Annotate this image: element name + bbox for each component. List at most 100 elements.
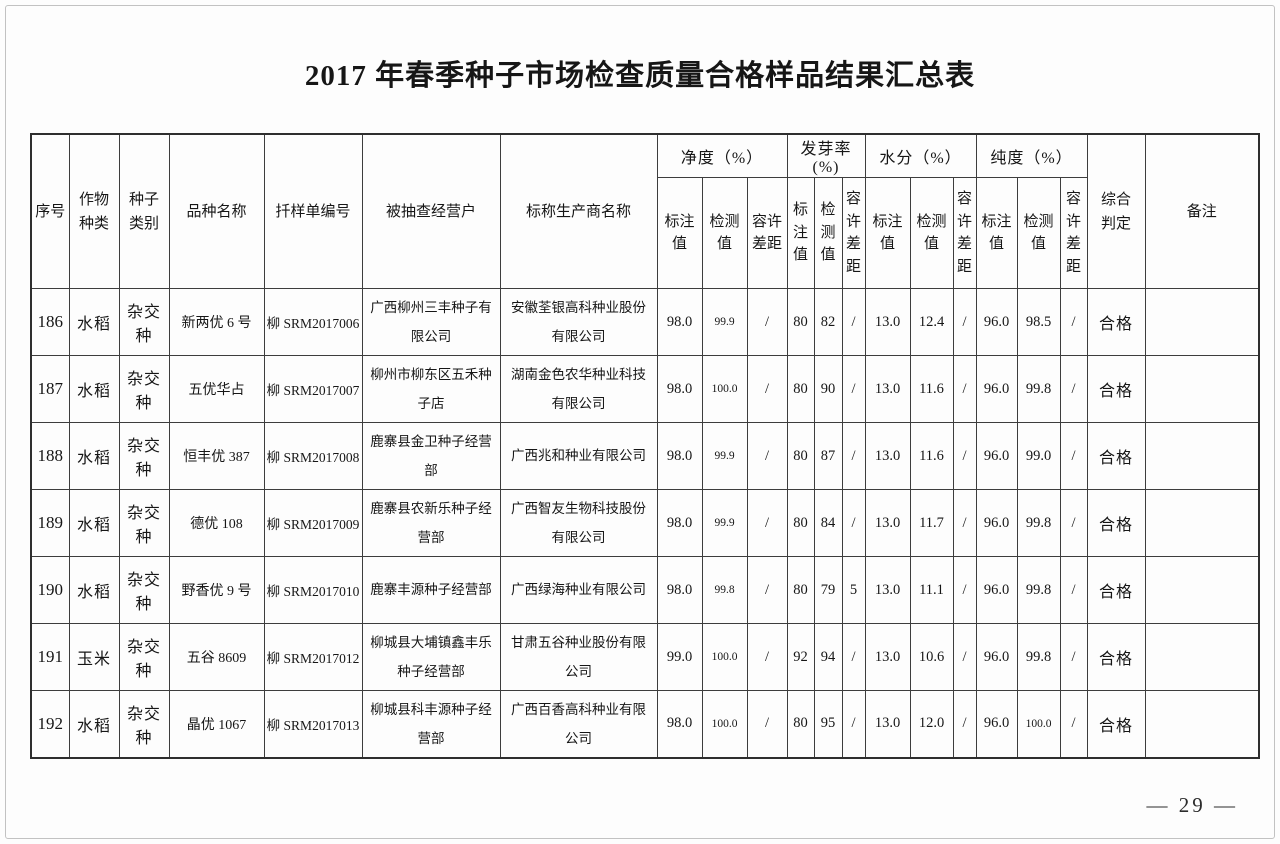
cell-value: / — [841, 422, 866, 490]
cell-value: / — [952, 556, 977, 624]
cell-value: 99.8 — [1016, 623, 1061, 691]
cell-dealer: 鹿寨县金卫种子经营部 — [361, 422, 501, 490]
cell-serial-number: 188 — [30, 422, 70, 490]
cell-value: 90 — [813, 355, 843, 423]
cell-value: / — [952, 690, 977, 758]
col-header-remark: 备注 — [1144, 133, 1260, 289]
cell-dealer: 柳城县大埔镇鑫丰乐种子经营部 — [361, 623, 501, 691]
cell-serial-number: 189 — [30, 489, 70, 557]
cell-verdict: 合格 — [1086, 623, 1146, 691]
cell-value: / — [1059, 690, 1088, 758]
cell-value: 96.0 — [975, 422, 1018, 490]
cell-value: 10.6 — [909, 623, 954, 691]
cell-crop-type: 玉米 — [68, 623, 120, 691]
cell-value: 80 — [786, 690, 815, 758]
cell-value: / — [841, 288, 866, 356]
sub-header-measured-value: 检 测 值 — [813, 177, 843, 289]
cell-seed-category: 杂交种 — [118, 690, 170, 758]
page-title: 2017 年春季种子市场检查质量合格样品结果汇总表 — [304, 60, 976, 92]
cell-value: 12.0 — [909, 690, 954, 758]
sub-header-measured-value: 检测 值 — [909, 177, 954, 289]
cell-crop-type: 水稻 — [68, 422, 120, 490]
cell-value: 96.0 — [975, 623, 1018, 691]
summary-table: 序号 作物 种类 种子 类别 品种名称 扦样单编号 被抽查经营户 标称生产商名称… — [30, 133, 1260, 759]
cell-value: 80 — [786, 489, 815, 557]
cell-producer: 广西绿海种业有限公司 — [499, 556, 658, 624]
cell-value: 13.0 — [864, 623, 911, 691]
col-header-producer: 标称生产商名称 — [499, 133, 658, 289]
cell-value: 11.6 — [909, 422, 954, 490]
cell-seed-category: 杂交种 — [118, 355, 170, 423]
cell-dealer: 广西柳州三丰种子有限公司 — [361, 288, 501, 356]
col-header-sample-number: 扦样单编号 — [263, 133, 363, 289]
col-header-verdict: 综合 判定 — [1086, 133, 1146, 289]
col-header-seed-category: 种子 类别 — [118, 133, 170, 289]
cell-value: 96.0 — [975, 556, 1018, 624]
cell-value: 13.0 — [864, 556, 911, 624]
cell-value: 99.8 — [1016, 355, 1061, 423]
cell-value: 96.0 — [975, 489, 1018, 557]
cell-seed-category: 杂交种 — [118, 288, 170, 356]
sub-header-tolerance: 容 许 差 距 — [952, 177, 977, 289]
cell-value: 99.0 — [1016, 422, 1061, 490]
cell-value: 96.0 — [975, 355, 1018, 423]
cell-serial-number: 190 — [30, 556, 70, 624]
cell-value: 11.6 — [909, 355, 954, 423]
cell-sample-number: 柳 SRM2017010 — [263, 556, 363, 624]
cell-value: / — [1059, 489, 1088, 557]
cell-serial-number: 186 — [30, 288, 70, 356]
cell-sample-number: 柳 SRM2017012 — [263, 623, 363, 691]
cell-value: / — [1059, 623, 1088, 691]
group-header-varietal-purity: 纯度（%） — [975, 133, 1088, 178]
cell-value: 80 — [786, 556, 815, 624]
sub-header-tolerance: 容 许 差 距 — [1059, 177, 1088, 289]
cell-dealer: 鹿寨丰源种子经营部 — [361, 556, 501, 624]
cell-value: 98.0 — [656, 690, 703, 758]
cell-value: / — [1059, 556, 1088, 624]
cell-value: 82 — [813, 288, 843, 356]
cell-value: 11.7 — [909, 489, 954, 557]
cell-variety-name: 德优 108 — [168, 489, 265, 557]
cell-value: 100.0 — [1016, 690, 1061, 758]
cell-verdict: 合格 — [1086, 690, 1146, 758]
cell-value: 11.1 — [909, 556, 954, 624]
cell-value: / — [746, 355, 788, 423]
cell-value: 99.8 — [1016, 556, 1061, 624]
cell-value: 84 — [813, 489, 843, 557]
cell-value: 96.0 — [975, 690, 1018, 758]
cell-remark — [1144, 690, 1260, 758]
cell-value: 80 — [786, 288, 815, 356]
col-header-crop-type: 作物 种类 — [68, 133, 120, 289]
cell-value: / — [952, 355, 977, 423]
cell-producer: 广西百香高科种业有限公司 — [499, 690, 658, 758]
cell-value: 99.8 — [701, 556, 748, 624]
sub-header-tolerance: 容 许 差 距 — [841, 177, 866, 289]
cell-remark — [1144, 489, 1260, 557]
cell-value: 87 — [813, 422, 843, 490]
sub-header-measured-value: 检测 值 — [701, 177, 748, 289]
sub-header-labeled-value: 标注 值 — [864, 177, 911, 289]
cell-dealer: 柳城县科丰源种子经营部 — [361, 690, 501, 758]
cell-value: 98.5 — [1016, 288, 1061, 356]
cell-producer: 甘肃五谷种业股份有限公司 — [499, 623, 658, 691]
cell-producer: 湖南金色农华种业科技有限公司 — [499, 355, 658, 423]
cell-seed-category: 杂交种 — [118, 556, 170, 624]
cell-value: 98.0 — [656, 355, 703, 423]
table-row: 189 水稻 杂交种 德优 108 柳 SRM2017009 鹿寨县农新乐种子经营部 广西智… — [30, 489, 1260, 557]
cell-seed-category: 杂交种 — [118, 489, 170, 557]
cell-value: 94 — [813, 623, 843, 691]
cell-value: / — [952, 489, 977, 557]
cell-remark — [1144, 422, 1260, 490]
cell-producer: 广西兆和种业有限公司 — [499, 422, 658, 490]
cell-value: 92 — [786, 623, 815, 691]
cell-value: 13.0 — [864, 489, 911, 557]
page-number: — 29 — — [1146, 793, 1238, 817]
cell-value: / — [1059, 422, 1088, 490]
cell-value: 96.0 — [975, 288, 1018, 356]
cell-value: 99.8 — [1016, 489, 1061, 557]
cell-verdict: 合格 — [1086, 288, 1146, 356]
header-sub-row: 标注 值 检测 值 容许 差距 标 注 值 检 测 值 容 许 差 距 标注 值… — [31, 177, 1259, 289]
cell-variety-name: 野香优 9 号 — [168, 556, 265, 624]
cell-crop-type: 水稻 — [68, 288, 120, 356]
cell-value: / — [841, 690, 866, 758]
